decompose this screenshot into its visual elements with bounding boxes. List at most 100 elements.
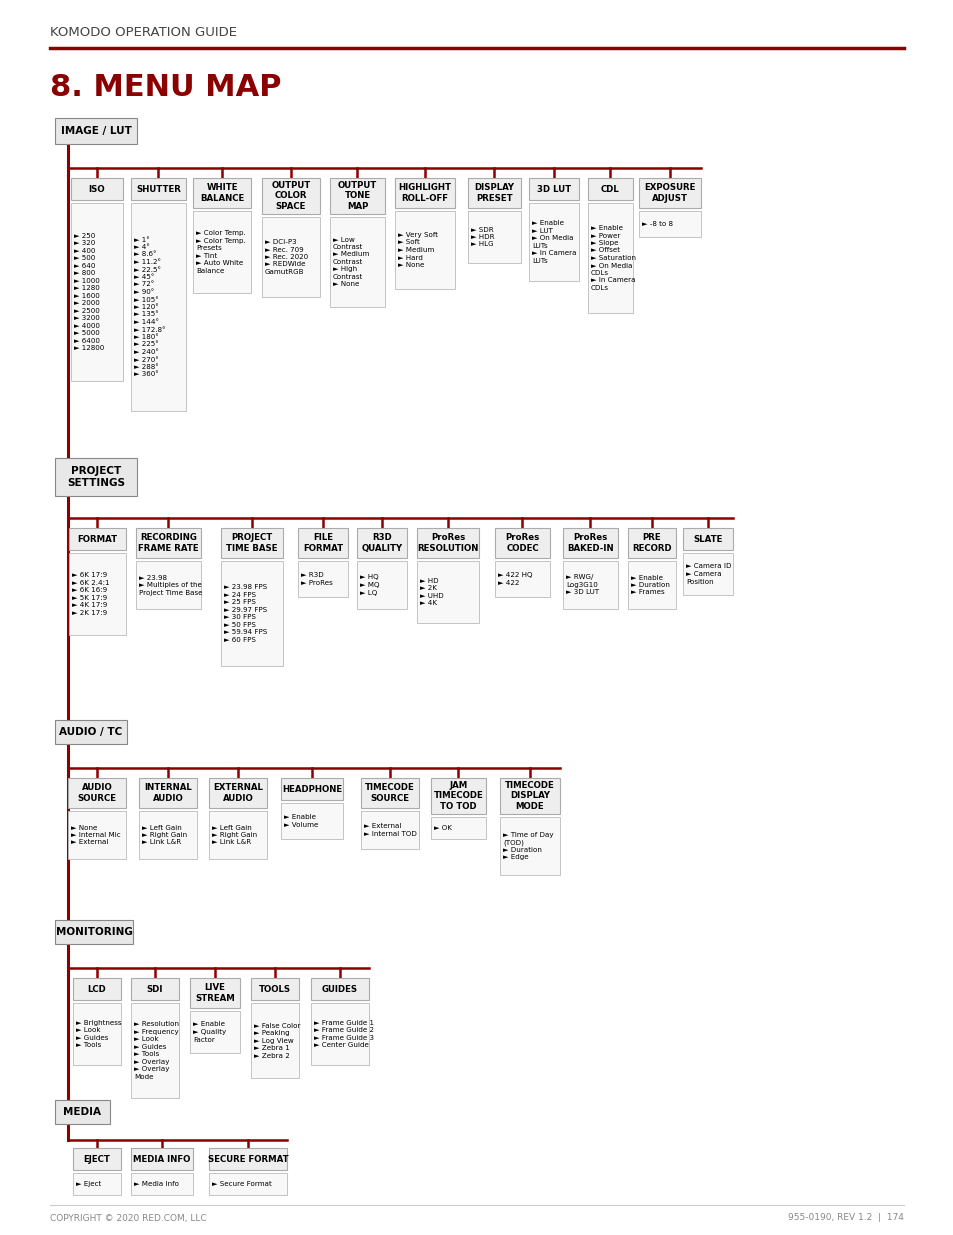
FancyBboxPatch shape [55,458,137,496]
FancyBboxPatch shape [416,561,478,622]
FancyBboxPatch shape [73,1149,121,1170]
FancyBboxPatch shape [297,529,348,558]
FancyBboxPatch shape [682,553,732,595]
FancyBboxPatch shape [356,561,407,609]
FancyBboxPatch shape [297,561,348,597]
Text: ► Brightness
► Look
► Guides
► Tools: ► Brightness ► Look ► Guides ► Tools [76,1020,121,1049]
Text: ► -8 to 8: ► -8 to 8 [641,221,672,227]
Text: ► Enable
► LUT
► On Media
LUTs
► In Camera
LUTs: ► Enable ► LUT ► On Media LUTs ► In Came… [532,220,576,264]
Text: HIGHLIGHT
ROLL-OFF: HIGHLIGHT ROLL-OFF [398,183,451,203]
Text: FORMAT: FORMAT [77,535,117,543]
Text: ► DCI-P3
► Rec. 709
► Rec. 2020
► REDWide
GamutRGB: ► DCI-P3 ► Rec. 709 ► Rec. 2020 ► REDWid… [265,240,308,275]
Text: KOMODO OPERATION GUIDE: KOMODO OPERATION GUIDE [50,26,236,38]
FancyBboxPatch shape [468,211,520,263]
FancyBboxPatch shape [251,978,298,1000]
FancyBboxPatch shape [71,178,123,200]
Text: ► SDR
► HDR
► HLG: ► SDR ► HDR ► HLG [471,226,494,247]
Text: ► RWG/
Log3G10
► 3D LUT: ► RWG/ Log3G10 ► 3D LUT [565,574,598,595]
FancyBboxPatch shape [69,553,126,635]
Text: ► Low
Contrast
► Medium
Contrast
► High
Contrast
► None: ► Low Contrast ► Medium Contrast ► High … [333,236,369,288]
FancyBboxPatch shape [136,561,201,609]
Text: ► HQ
► MQ
► LQ: ► HQ ► MQ ► LQ [359,574,379,595]
Text: SLATE: SLATE [693,535,722,543]
Text: HEADPHONE: HEADPHONE [282,784,342,794]
FancyBboxPatch shape [131,978,179,1000]
Text: MEDIA INFO: MEDIA INFO [133,1155,191,1163]
FancyBboxPatch shape [68,811,126,860]
Text: R3D
QUALITY: R3D QUALITY [361,534,402,553]
Text: ► R3D
► ProRes: ► R3D ► ProRes [301,572,333,585]
FancyBboxPatch shape [562,561,618,609]
Text: ► Resolution
► Frequency
► Look
► Guides
► Tools
► Overlay
► Overlay
Mode: ► Resolution ► Frequency ► Look ► Guides… [133,1021,179,1079]
Text: EJECT: EJECT [84,1155,111,1163]
Text: ► Time of Day
(TOD)
► Duration
► Edge: ► Time of Day (TOD) ► Duration ► Edge [502,831,553,861]
Text: MONITORING: MONITORING [55,927,132,937]
FancyBboxPatch shape [431,778,485,814]
FancyBboxPatch shape [55,1100,110,1124]
FancyBboxPatch shape [221,529,283,558]
FancyBboxPatch shape [73,1003,121,1065]
Text: ► OK: ► OK [434,825,452,831]
Text: SDI: SDI [147,984,163,993]
FancyBboxPatch shape [562,529,618,558]
FancyBboxPatch shape [311,1003,369,1065]
FancyBboxPatch shape [330,217,385,308]
Text: ► Media Info: ► Media Info [133,1181,179,1187]
Text: ► 23.98 FPS
► 24 FPS
► 25 FPS
► 29.97 FPS
► 30 FPS
► 50 FPS
► 59.94 FPS
► 60 FPS: ► 23.98 FPS ► 24 FPS ► 25 FPS ► 29.97 FP… [224,584,267,642]
FancyBboxPatch shape [587,203,633,312]
Text: SHUTTER: SHUTTER [136,184,181,194]
Text: ProRes
BAKED-IN: ProRes BAKED-IN [567,534,613,553]
Text: DISPLAY
PRESET: DISPLAY PRESET [474,183,514,203]
Text: ► 6K 17:9
► 6K 2.4:1
► 6K 16:9
► 5K 17:9
► 4K 17:9
► 2K 17:9: ► 6K 17:9 ► 6K 2.4:1 ► 6K 16:9 ► 5K 17:9… [71,572,110,616]
FancyBboxPatch shape [529,203,578,282]
Text: OUTPUT
TONE
MAP: OUTPUT TONE MAP [337,182,376,211]
Text: ► 422 HQ
► 422: ► 422 HQ ► 422 [497,572,532,585]
Text: SECURE FORMAT: SECURE FORMAT [208,1155,288,1163]
Text: AUDIO / TC: AUDIO / TC [59,727,123,737]
FancyBboxPatch shape [136,529,201,558]
Text: ► HD
► 2K
► UHD
► 4K: ► HD ► 2K ► UHD ► 4K [419,578,443,606]
FancyBboxPatch shape [587,178,633,200]
Text: COPYRIGHT © 2020 RED.COM, LLC: COPYRIGHT © 2020 RED.COM, LLC [50,1214,207,1223]
Text: PROJECT
SETTINGS: PROJECT SETTINGS [67,466,125,488]
FancyBboxPatch shape [55,119,137,144]
FancyBboxPatch shape [356,529,407,558]
Text: ► Left Gain
► Right Gain
► Link L&R: ► Left Gain ► Right Gain ► Link L&R [142,825,187,846]
FancyBboxPatch shape [495,561,550,597]
FancyBboxPatch shape [55,920,132,944]
Text: ► Frame Guide 1
► Frame Guide 2
► Frame Guide 3
► Center Guide: ► Frame Guide 1 ► Frame Guide 2 ► Frame … [314,1020,374,1049]
FancyBboxPatch shape [499,818,559,876]
FancyBboxPatch shape [499,778,559,814]
FancyBboxPatch shape [682,529,732,550]
FancyBboxPatch shape [131,203,186,411]
Text: ► Enable
► Power
► Slope
► Offset
► Saturation
► On Media
CDLs
► In Camera
CDLs: ► Enable ► Power ► Slope ► Offset ► Satu… [590,225,636,291]
FancyBboxPatch shape [495,529,550,558]
FancyBboxPatch shape [529,178,578,200]
FancyBboxPatch shape [69,529,126,550]
Text: ► 250
► 320
► 400
► 500
► 640
► 800
► 1000
► 1280
► 1600
► 2000
► 2500
► 3200
► : ► 250 ► 320 ► 400 ► 500 ► 640 ► 800 ► 10… [74,232,104,351]
FancyBboxPatch shape [251,1003,298,1078]
Text: ProRes
RESOLUTION: ProRes RESOLUTION [416,534,478,553]
Text: ► Enable
► Quality
Factor: ► Enable ► Quality Factor [193,1021,226,1042]
FancyBboxPatch shape [416,529,478,558]
Text: 955-0190, REV 1.2  |  174: 955-0190, REV 1.2 | 174 [787,1214,903,1223]
FancyBboxPatch shape [131,1149,193,1170]
FancyBboxPatch shape [395,211,455,289]
Text: ► Eject: ► Eject [76,1181,101,1187]
FancyBboxPatch shape [639,211,700,237]
FancyBboxPatch shape [131,1173,193,1195]
FancyBboxPatch shape [639,178,700,207]
Text: ► Enable
► Duration
► Frames: ► Enable ► Duration ► Frames [630,574,669,595]
Text: EXTERNAL
AUDIO: EXTERNAL AUDIO [213,783,263,803]
Text: ► 23.98
► Multiples of the
Project Time Base: ► 23.98 ► Multiples of the Project Time … [139,574,202,595]
Text: FILE
FORMAT: FILE FORMAT [303,534,343,553]
Text: IMAGE / LUT: IMAGE / LUT [60,126,132,136]
Text: ► Secure Format: ► Secure Format [212,1181,272,1187]
FancyBboxPatch shape [131,1003,179,1098]
FancyBboxPatch shape [311,978,369,1000]
Text: ► Color Temp.
► Color Temp.
Presets
► Tint
► Auto White
Balance: ► Color Temp. ► Color Temp. Presets ► Ti… [195,230,246,274]
FancyBboxPatch shape [139,811,196,860]
FancyBboxPatch shape [262,178,319,214]
FancyBboxPatch shape [627,561,676,609]
Text: ► Very Soft
► Soft
► Medium
► Hard
► None: ► Very Soft ► Soft ► Medium ► Hard ► Non… [397,232,437,268]
